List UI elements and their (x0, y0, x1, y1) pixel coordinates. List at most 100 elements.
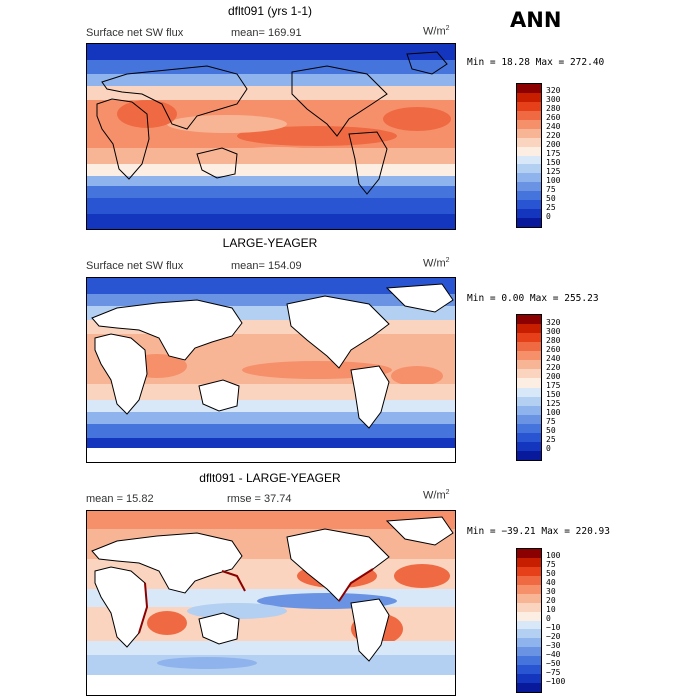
colorbar-tick-label: −30 (546, 640, 561, 650)
panel3-minmax: Min = −39.21 Max = 220.93 (467, 526, 610, 537)
colorbar-swatch (517, 611, 541, 621)
colorbar-swatch (517, 450, 541, 460)
colorbar-tick-label: 75 (546, 184, 556, 194)
panel3-units: W/m2 (423, 489, 450, 502)
colorbar-swatch (517, 360, 541, 370)
panel3-title: dflt091 - LARGE-YEAGER (199, 471, 341, 485)
colorbar-tick-label: 50 (546, 193, 556, 203)
colorbar-swatch (517, 128, 541, 138)
colorbar-swatch (517, 584, 541, 594)
panel1-map-field (87, 44, 455, 229)
colorbar-tick-label: 200 (546, 140, 561, 150)
colorbar-swatch (517, 218, 541, 227)
units-text: W/m (423, 489, 446, 502)
colorbar-swatch (517, 405, 541, 415)
panel1-units: W/m2 (423, 25, 450, 38)
panel1-minmax: Min = 18.28 Max = 272.40 (467, 57, 605, 68)
colorbar-swatch (517, 191, 541, 201)
colorbar-swatch (517, 369, 541, 379)
colorbar-swatch (517, 620, 541, 630)
colorbar-tick-label: 300 (546, 326, 561, 336)
colorbar-swatch (517, 557, 541, 567)
panel3-colorbar-ticks: 100 75 50 40 30 20 10 0 −10 −20 −30 −40 −50 −75 −100 (546, 548, 586, 691)
colorbar-tick-label: 150 (546, 157, 561, 167)
colorbar-swatch (517, 432, 541, 442)
colorbar-swatch (517, 387, 541, 397)
colorbar-swatch (517, 155, 541, 165)
panel2-colorbar-ticks: 320 300 280 260 240 220 200 175 150 125 100 75 50 25 0 (546, 314, 586, 459)
colorbar-swatch (517, 209, 541, 219)
panel2-field-label: Surface net SW flux (86, 260, 184, 272)
panel3-rmse-label: rmse = 37.74 (227, 493, 292, 505)
colorbar-tick-label: 50 (546, 569, 556, 579)
panel2-map (86, 277, 456, 463)
colorbar-swatch (517, 137, 541, 147)
colorbar-tick-label: 0 (546, 614, 551, 624)
colorbar-tick-label: 25 (546, 202, 556, 212)
colorbar-tick-label: −100 (546, 676, 566, 686)
colorbar-swatch (517, 315, 541, 325)
units-exponent: 2 (445, 489, 450, 496)
colorbar-tick-label: −20 (546, 631, 561, 641)
panel3-map-field (87, 511, 455, 695)
colorbar-tick-label: 40 (546, 578, 556, 588)
panel2-minmax: Min = 0.00 Max = 255.23 (467, 293, 599, 304)
colorbar-tick-label: 240 (546, 122, 561, 132)
colorbar-tick-label: 0 (546, 444, 551, 454)
colorbar-tick-label: 280 (546, 335, 561, 345)
panel2-colorbar (516, 314, 542, 461)
colorbar-tick-label: 25 (546, 435, 556, 445)
panel3-colorbar (516, 548, 542, 693)
panel1-colorbar (516, 83, 542, 228)
colorbar-tick-label: 125 (546, 399, 561, 409)
colorbar-swatch (517, 665, 541, 675)
colorbar-swatch (517, 396, 541, 406)
colorbar-tick-label: 50 (546, 426, 556, 436)
panel1-field-label: Surface net SW flux (86, 27, 184, 39)
panel1-mean-label: mean= 169.91 (231, 27, 302, 39)
colorbar-tick-label: 280 (546, 104, 561, 114)
colorbar-swatch (517, 351, 541, 361)
units-text: W/m (423, 25, 446, 38)
season-label: ANN (510, 8, 562, 32)
colorbar-tick-label: 75 (546, 417, 556, 427)
colorbar-tick-label: 320 (546, 86, 561, 96)
colorbar-swatch (517, 638, 541, 648)
colorbar-tick-label: 300 (546, 95, 561, 105)
colorbar-swatch (517, 575, 541, 585)
colorbar-swatch (517, 101, 541, 111)
units-text: W/m (423, 257, 446, 270)
colorbar-tick-label: 20 (546, 596, 556, 606)
colorbar-tick-label: 220 (546, 362, 561, 372)
colorbar-swatch (517, 602, 541, 612)
units-exponent: 2 (445, 25, 450, 32)
colorbar-swatch (517, 629, 541, 639)
panel2-mean-label: mean= 154.09 (231, 260, 302, 272)
colorbar-tick-label: 100 (546, 175, 561, 185)
colorbar-tick-label: 150 (546, 390, 561, 400)
colorbar-swatch (517, 414, 541, 424)
units-exponent: 2 (445, 257, 450, 264)
colorbar-swatch (517, 164, 541, 174)
colorbar-swatch (517, 593, 541, 603)
colorbar-swatch (517, 119, 541, 129)
colorbar-swatch (517, 441, 541, 451)
colorbar-tick-label: −40 (546, 649, 561, 659)
colorbar-tick-label: −75 (546, 667, 561, 677)
colorbar-swatch (517, 647, 541, 657)
colorbar-tick-label: 100 (546, 408, 561, 418)
colorbar-swatch (517, 146, 541, 156)
colorbar-tick-label: 10 (546, 605, 556, 615)
colorbar-swatch (517, 173, 541, 183)
colorbar-tick-label: 175 (546, 380, 561, 390)
colorbar-tick-label: 260 (546, 344, 561, 354)
panel2-units: W/m2 (423, 257, 450, 270)
panel2-title: LARGE-YEAGER (222, 236, 318, 250)
colorbar-swatch (517, 110, 541, 120)
colorbar-swatch (517, 342, 541, 352)
colorbar-swatch (517, 674, 541, 684)
colorbar-swatch (517, 324, 541, 334)
panel2-map-field (87, 278, 455, 462)
panel1-map (86, 43, 456, 230)
panel3-map (86, 510, 456, 696)
